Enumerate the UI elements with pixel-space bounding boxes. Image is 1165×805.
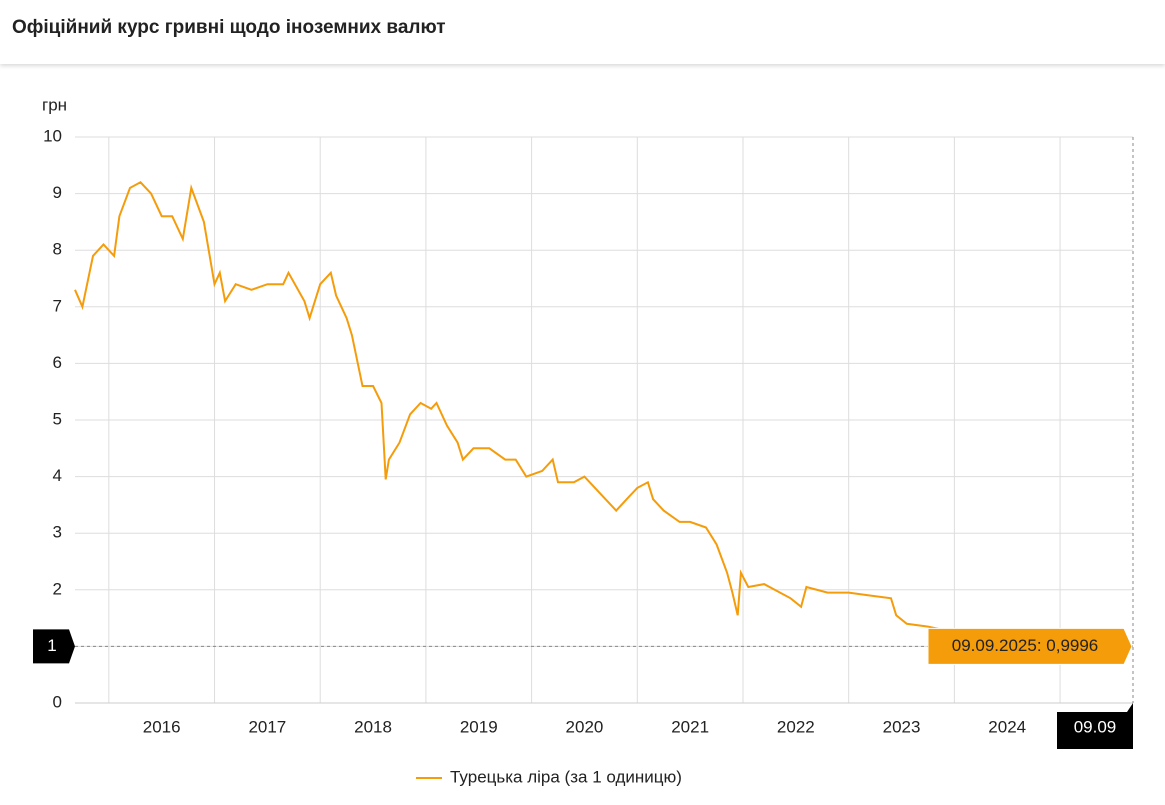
y-tick-label: 6 — [53, 353, 62, 372]
y-axis-label: грн — [42, 95, 67, 114]
crosshair-y-label: 1 — [47, 636, 56, 655]
y-tick-label: 2 — [53, 579, 62, 598]
page-title: Офіційний курс гривні щодо іноземних вал… — [12, 17, 446, 38]
y-tick-label: 7 — [53, 296, 62, 315]
header: Офіційний курс гривні щодо іноземних вал… — [0, 0, 1165, 64]
y-tick-label: 10 — [43, 126, 62, 145]
x-tick-label: 2023 — [883, 717, 921, 736]
y-tick-label: 8 — [53, 240, 62, 259]
y-tick-label: 3 — [53, 523, 62, 542]
y-tick-label: 5 — [53, 409, 62, 428]
x-tick-label: 2019 — [460, 717, 498, 736]
y-tick-label: 9 — [53, 183, 62, 202]
y-tick-label: 4 — [53, 466, 62, 485]
line — [74, 181, 1134, 648]
x-tick-label: 2016 — [143, 717, 181, 736]
x-tick-label: 2018 — [354, 717, 392, 736]
crosshair-y-box — [33, 629, 75, 664]
crosshair-x-box — [1057, 703, 1133, 749]
x-tick-label: 2022 — [777, 717, 815, 736]
x-tick-label: 2021 — [671, 717, 709, 736]
x-tick-label: 2017 — [248, 717, 286, 736]
x-tick-label: 2020 — [566, 717, 604, 736]
y-tick-label: 0 — [53, 692, 62, 711]
x-tick-label: 2024 — [988, 717, 1026, 736]
legend-label: Турецька ліра (за 1 одиницю) — [450, 767, 682, 786]
tooltip-box — [927, 627, 1133, 665]
tooltip: 09.09.2025: 0,9996 — [952, 636, 1099, 655]
crosshair-x-label: 09.09 — [1074, 717, 1117, 736]
